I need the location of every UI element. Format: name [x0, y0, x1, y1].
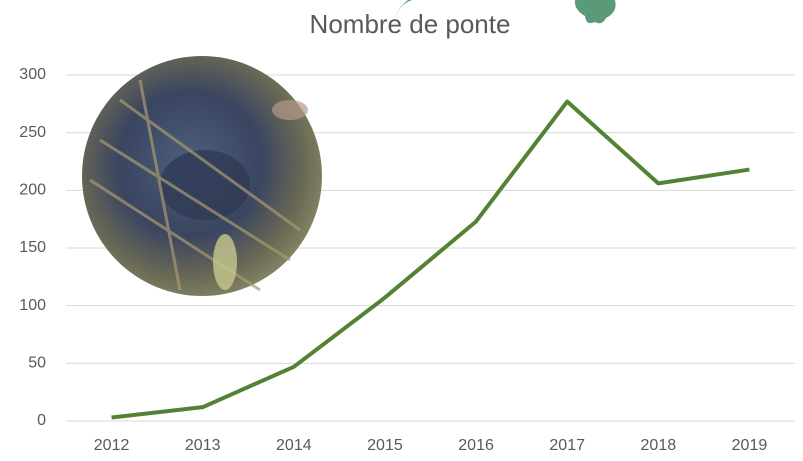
chart-title: Nombre de ponte — [310, 9, 511, 39]
x-tick-label: 2016 — [458, 437, 494, 454]
x-tick-label: 2019 — [732, 437, 768, 454]
x-tick-label: 2012 — [94, 437, 130, 454]
chart: Nombre de ponte 0 50 100 150 200 250 300 2012 20… — [0, 0, 803, 461]
x-tick-label: 2014 — [276, 437, 312, 454]
page: {"chart_data": {"type": "line", "title":… — [0, 0, 803, 461]
x-tick-label: 2013 — [185, 437, 221, 454]
y-tick-label: 150 — [19, 239, 46, 256]
y-tick-label: 300 — [19, 66, 46, 83]
x-tick-label: 2015 — [367, 437, 403, 454]
leaf-icon — [575, 0, 616, 23]
y-tick-label: 100 — [19, 297, 46, 314]
photo — [82, 56, 322, 296]
y-tick-label: 200 — [19, 182, 46, 199]
y-tick-label: 250 — [19, 124, 46, 141]
y-tick-label: 50 — [28, 355, 46, 372]
leaf — [272, 100, 308, 120]
leaf — [213, 234, 237, 290]
y-tick-label: 0 — [37, 412, 46, 429]
x-tick-label: 2017 — [549, 437, 585, 454]
x-tick-label: 2018 — [641, 437, 677, 454]
